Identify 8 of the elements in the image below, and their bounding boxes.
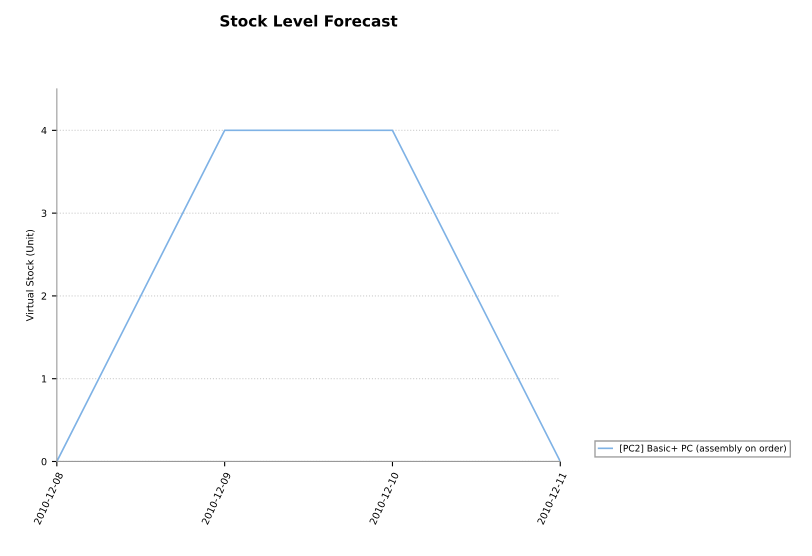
chart-title: Stock Level Forecast [220, 14, 398, 27]
y-tick-label: 4 [41, 126, 47, 134]
legend-label: [PC2] Basic+ PC (assembly on order) [620, 444, 786, 454]
y-axis-title: Virtual Stock (Unit) [26, 230, 35, 322]
y-tick-label: 3 [42, 210, 46, 217]
y-tick-label: 2 [42, 292, 46, 300]
y-tick-label: 1 [42, 375, 46, 382]
y-tick-label: 0 [42, 458, 46, 466]
